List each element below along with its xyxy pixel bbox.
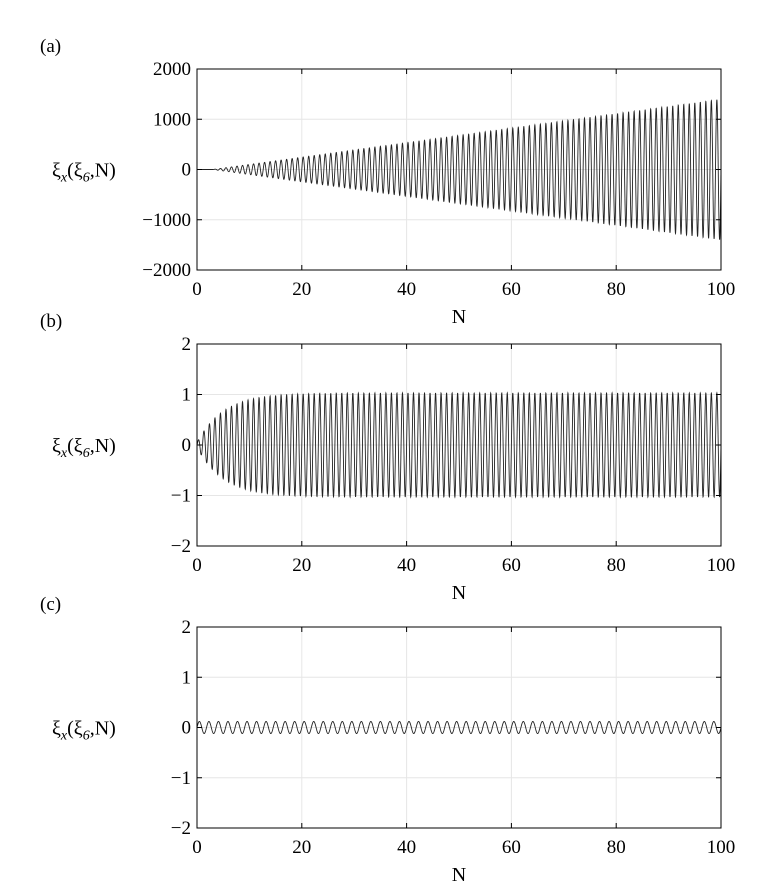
y-axis-label-part: (ξ <box>67 160 83 182</box>
y-axis-label-part: 6 <box>83 729 90 744</box>
panel-b: 0 20 40 60 80 100 −2 −1 0 1 2 Nξx(ξ6,N) (b) <box>40 311 735 604</box>
x-tick-label: 20 <box>292 555 311 576</box>
y-axis-label-part: 6 <box>83 171 90 186</box>
panel-c: 0 20 40 60 80 100 −2 −1 0 1 2 Nξx(ξ6,N) (c) <box>40 594 735 886</box>
y-axis-label-part: ,N) <box>90 160 116 182</box>
y-tick-label: −2 <box>171 536 191 557</box>
y-axis-label: ξx(ξ6,N) <box>52 718 116 744</box>
x-tick-label: 80 <box>607 279 626 300</box>
y-tick-label: −2000 <box>142 260 191 281</box>
x-tick-label: 0 <box>192 555 202 576</box>
series-line-0 <box>197 99 721 240</box>
x-tick-label: 80 <box>607 555 626 576</box>
y-tick-label: −1 <box>171 486 191 507</box>
y-tick-label: 0 <box>182 160 192 181</box>
panel-label: (a) <box>40 36 61 57</box>
x-tick-label: 0 <box>192 837 202 858</box>
y-tick-label: −2 <box>171 818 191 839</box>
y-axis-label: ξx(ξ6,N) <box>52 435 116 461</box>
x-axis-label: N <box>452 582 466 604</box>
y-axis-label-part: ,N) <box>90 718 116 740</box>
x-tick-label: 40 <box>397 279 416 300</box>
y-tick-label: 1 <box>182 385 192 406</box>
y-tick-label: 0 <box>182 435 192 456</box>
y-tick-label: 2000 <box>153 59 191 80</box>
x-tick-label: 40 <box>397 555 416 576</box>
x-tick-label: 100 <box>707 279 736 300</box>
x-tick-label: 60 <box>502 279 521 300</box>
x-tick-label: 100 <box>707 555 736 576</box>
y-tick-label: 2 <box>182 617 192 638</box>
y-axis-label-part: ,N) <box>90 435 116 457</box>
panel-a: 0 20 40 60 80 100 −2000 −1000 0 1000 2000 Nξx(ξ6,N)… <box>40 36 735 328</box>
y-axis-label-part: 6 <box>83 446 90 461</box>
x-tick-label: 40 <box>397 837 416 858</box>
y-axis-label-part: (ξ <box>67 718 83 740</box>
x-tick-label: 20 <box>292 279 311 300</box>
y-tick-label: 0 <box>182 718 192 739</box>
y-axis-label-part: x <box>60 446 68 461</box>
y-tick-label: −1 <box>171 768 191 789</box>
x-tick-label: 20 <box>292 837 311 858</box>
x-tick-label: 100 <box>707 837 736 858</box>
y-tick-label: 2 <box>182 334 192 355</box>
x-tick-label: 60 <box>502 837 521 858</box>
x-tick-label: 80 <box>607 837 626 858</box>
x-axis-label: N <box>452 864 466 886</box>
y-tick-label: 1 <box>182 667 192 688</box>
y-axis-label-part: (ξ <box>67 435 83 457</box>
panel-label: (b) <box>40 311 62 332</box>
y-axis-label: ξx(ξ6,N) <box>52 160 116 186</box>
y-tick-label: −1000 <box>142 210 191 231</box>
y-axis-label-part: x <box>60 171 68 186</box>
panel-label: (c) <box>40 594 61 615</box>
y-axis-label-part: ξ <box>52 160 61 182</box>
x-tick-label: 0 <box>192 279 202 300</box>
x-axis-label: N <box>452 306 466 328</box>
y-axis-label-part: x <box>60 729 68 744</box>
series-line-0 <box>197 391 721 499</box>
y-axis-label-part: ξ <box>52 435 61 457</box>
y-tick-label: 1000 <box>153 109 191 130</box>
x-tick-label: 60 <box>502 555 521 576</box>
y-axis-label-part: ξ <box>52 718 61 740</box>
series-line-0 <box>197 721 721 734</box>
